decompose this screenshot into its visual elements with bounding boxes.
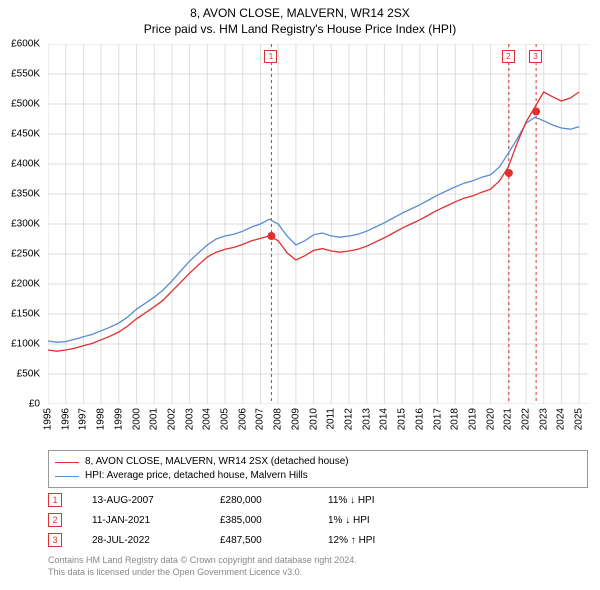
x-tick-label: 2013 bbox=[361, 408, 372, 430]
x-tick-label: 2000 bbox=[131, 408, 142, 430]
sale-price: £487,500 bbox=[220, 535, 300, 546]
sale-marker-label: 3 bbox=[529, 50, 542, 63]
sale-row: 2 11-JAN-2021 £385,000 1% ↓ HPI bbox=[48, 510, 588, 530]
x-tick-label: 2020 bbox=[485, 408, 496, 430]
y-tick-label: £50K bbox=[17, 369, 40, 380]
sale-marker-label: 2 bbox=[502, 50, 515, 63]
x-tick-label: 2011 bbox=[326, 408, 337, 430]
y-tick-label: £150K bbox=[11, 309, 40, 320]
x-tick-label: 1996 bbox=[60, 408, 71, 430]
chart-svg bbox=[48, 44, 588, 404]
x-tick-label: 2009 bbox=[290, 408, 301, 430]
x-tick-label: 2005 bbox=[220, 408, 231, 430]
sale-hpi-diff: 11% ↓ HPI bbox=[328, 495, 428, 506]
legend-swatch bbox=[55, 476, 79, 477]
y-tick-label: £550K bbox=[11, 69, 40, 80]
y-tick-label: £350K bbox=[11, 189, 40, 200]
y-tick-label: £500K bbox=[11, 99, 40, 110]
x-tick-label: 1997 bbox=[78, 408, 89, 430]
x-tick-label: 2022 bbox=[521, 408, 532, 430]
sale-marker-box: 1 bbox=[48, 493, 62, 507]
sale-price: £280,000 bbox=[220, 495, 300, 506]
sale-date: 11-JAN-2021 bbox=[92, 515, 192, 526]
y-tick-label: £450K bbox=[11, 129, 40, 140]
y-tick-label: £250K bbox=[11, 249, 40, 260]
chart-title: 8, AVON CLOSE, MALVERN, WR14 2SX bbox=[0, 0, 600, 20]
x-tick-label: 2001 bbox=[149, 408, 160, 430]
x-tick-label: 2006 bbox=[237, 408, 248, 430]
y-axis-labels: £0£50K£100K£150K£200K£250K£300K£350K£400… bbox=[0, 44, 44, 404]
x-tick-label: 2012 bbox=[343, 408, 354, 430]
x-tick-label: 2023 bbox=[538, 408, 549, 430]
sale-marker-label: 1 bbox=[264, 50, 277, 63]
y-tick-label: £600K bbox=[11, 39, 40, 50]
sale-hpi-diff: 1% ↓ HPI bbox=[328, 515, 428, 526]
chart-container: 8, AVON CLOSE, MALVERN, WR14 2SX Price p… bbox=[0, 0, 600, 590]
sale-date: 13-AUG-2007 bbox=[92, 495, 192, 506]
x-tick-label: 2016 bbox=[414, 408, 425, 430]
x-tick-label: 2014 bbox=[379, 408, 390, 430]
x-tick-label: 2019 bbox=[467, 408, 478, 430]
x-tick-label: 2025 bbox=[574, 408, 585, 430]
x-tick-label: 2007 bbox=[255, 408, 266, 430]
y-tick-label: £400K bbox=[11, 159, 40, 170]
legend-item: 8, AVON CLOSE, MALVERN, WR14 2SX (detach… bbox=[55, 455, 581, 469]
x-tick-label: 2021 bbox=[503, 408, 514, 430]
x-tick-label: 1995 bbox=[43, 408, 54, 430]
x-axis-labels: 1995199619971998199920002001200220032004… bbox=[48, 406, 588, 446]
footer-line-2: This data is licensed under the Open Gov… bbox=[48, 566, 588, 578]
legend-label: 8, AVON CLOSE, MALVERN, WR14 2SX (detach… bbox=[85, 455, 349, 469]
sale-marker-box: 2 bbox=[48, 513, 62, 527]
x-tick-label: 2024 bbox=[556, 408, 567, 430]
footer-line-1: Contains HM Land Registry data © Crown c… bbox=[48, 554, 588, 566]
y-tick-label: £300K bbox=[11, 219, 40, 230]
x-tick-label: 1998 bbox=[96, 408, 107, 430]
x-tick-label: 2008 bbox=[273, 408, 284, 430]
footer-attribution: Contains HM Land Registry data © Crown c… bbox=[48, 554, 588, 578]
x-tick-label: 2018 bbox=[450, 408, 461, 430]
legend: 8, AVON CLOSE, MALVERN, WR14 2SX (detach… bbox=[48, 450, 588, 488]
x-tick-label: 2004 bbox=[202, 408, 213, 430]
sale-hpi-diff: 12% ↑ HPI bbox=[328, 535, 428, 546]
sale-row: 3 28-JUL-2022 £487,500 12% ↑ HPI bbox=[48, 530, 588, 550]
sale-price: £385,000 bbox=[220, 515, 300, 526]
sale-row: 1 13-AUG-2007 £280,000 11% ↓ HPI bbox=[48, 490, 588, 510]
x-tick-label: 2010 bbox=[308, 408, 319, 430]
x-tick-label: 1999 bbox=[113, 408, 124, 430]
chart-subtitle: Price paid vs. HM Land Registry's House … bbox=[0, 20, 600, 36]
sales-table: 1 13-AUG-2007 £280,000 11% ↓ HPI 2 11-JAN-202… bbox=[48, 490, 588, 550]
sale-date: 28-JUL-2022 bbox=[92, 535, 192, 546]
legend-label: HPI: Average price, detached house, Malv… bbox=[85, 469, 308, 483]
x-tick-label: 2015 bbox=[397, 408, 408, 430]
sale-marker-box: 3 bbox=[48, 533, 62, 547]
y-tick-label: £200K bbox=[11, 279, 40, 290]
chart-plot-area: 1 2 3 bbox=[48, 44, 588, 404]
legend-item: HPI: Average price, detached house, Malv… bbox=[55, 469, 581, 483]
legend-swatch bbox=[55, 462, 79, 463]
x-tick-label: 2002 bbox=[166, 408, 177, 430]
x-tick-label: 2017 bbox=[432, 408, 443, 430]
y-tick-label: £0 bbox=[29, 399, 40, 410]
x-tick-label: 2003 bbox=[184, 408, 195, 430]
y-tick-label: £100K bbox=[11, 339, 40, 350]
